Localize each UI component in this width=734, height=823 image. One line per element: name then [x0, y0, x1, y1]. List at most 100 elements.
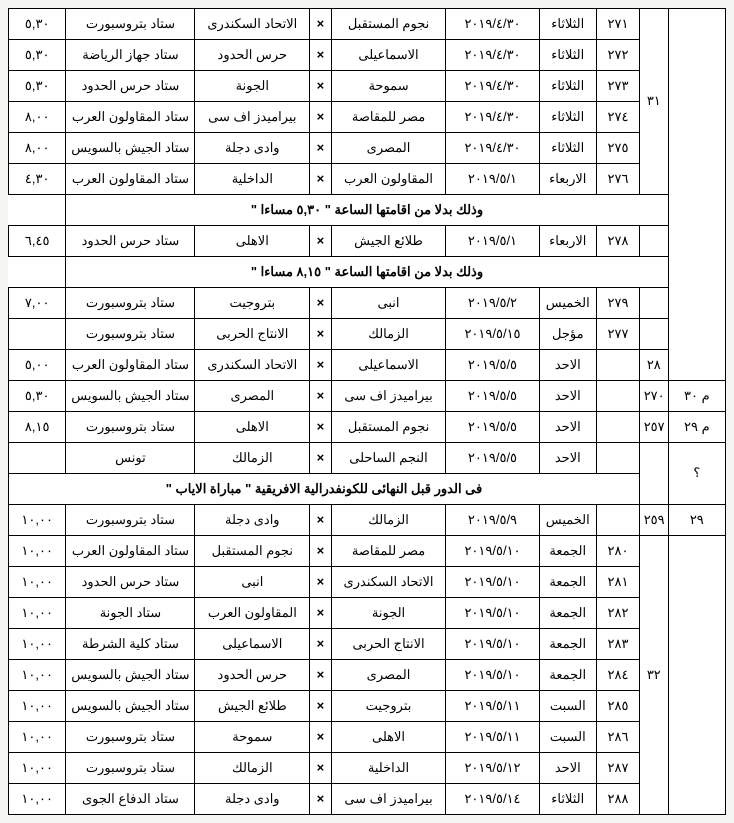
team-home: المصرى — [331, 660, 446, 691]
team-away: الاسماعيلى — [195, 629, 310, 660]
extra-cell — [668, 536, 725, 815]
match-number: ٢٧٢ — [596, 40, 639, 71]
vs-separator: × — [310, 226, 332, 257]
day-cell: الجمعة — [539, 598, 596, 629]
vs-separator: × — [310, 660, 332, 691]
stadium-cell: ستاد بتروسبورت — [66, 753, 195, 784]
table-row: ٢٧٢الثلاثاء٢٠١٩/٤/٣٠الاسماعيلى×حرس الحدو… — [9, 40, 726, 71]
team-home: بيراميدز اف سى — [331, 784, 446, 815]
team-away: حرس الحدود — [195, 660, 310, 691]
date-cell: ٢٠١٩/٥/١٥ — [446, 319, 539, 350]
date-cell: ٢٠١٩/٥/١١ — [446, 722, 539, 753]
date-cell: ٢٠١٩/٥/٩ — [446, 505, 539, 536]
time-cell: ٨,٠٠ — [9, 133, 66, 164]
stadium-cell: ستاد بتروسبورت — [66, 9, 195, 40]
day-cell: الخميس — [539, 288, 596, 319]
day-cell: الاحد — [539, 443, 596, 474]
time-cell — [9, 319, 66, 350]
week-cell: ٢٥٧ — [639, 412, 668, 443]
note-cell: وذلك بدلا من اقامتها الساعة " ٥,٣٠ مساءا… — [66, 195, 668, 226]
vs-separator: × — [310, 505, 332, 536]
day-cell: الثلاثاء — [539, 784, 596, 815]
time-cell: ١٠,٠٠ — [9, 722, 66, 753]
day-cell: الاحد — [539, 381, 596, 412]
time-cell: ١٠,٠٠ — [9, 536, 66, 567]
table-row: ٣٢٢٨٠الجمعة٢٠١٩/٥/١٠مصر للمقاصة×نجوم الم… — [9, 536, 726, 567]
match-number: ٢٧٩ — [596, 288, 639, 319]
time-cell: ١٠,٠٠ — [9, 784, 66, 815]
stadium-cell: ستاد بتروسبورت — [66, 412, 195, 443]
vs-separator: × — [310, 629, 332, 660]
table-row: م ٣٠٢٧٠الاحد٢٠١٩/٥/٥بيراميدز اف سى×المصر… — [9, 381, 726, 412]
table-row: ٢٧٨الاربعاء٢٠١٩/٥/١طلائع الجيش×الاهلىستا… — [9, 226, 726, 257]
time-cell: ٥,٣٠ — [9, 381, 66, 412]
day-cell: الاحد — [539, 753, 596, 784]
team-home: الجونة — [331, 598, 446, 629]
week-cell: ٢٥٩ — [639, 505, 668, 536]
table-row: ٢٨٢الجمعة٢٠١٩/٥/١٠الجونة×المقاولون العرب… — [9, 598, 726, 629]
vs-separator: × — [310, 71, 332, 102]
match-number — [596, 350, 639, 381]
match-number: ٢٨٣ — [596, 629, 639, 660]
date-cell: ٢٠١٩/٥/٥ — [446, 412, 539, 443]
match-number: ٢٧٤ — [596, 102, 639, 133]
table-row: فى الدور قبل النهائى للكونفدرالية الافري… — [9, 474, 726, 505]
table-row: وذلك بدلا من اقامتها الساعة " ٨,١٥ مساءا… — [9, 257, 726, 288]
date-cell: ٢٠١٩/٥/١٢ — [446, 753, 539, 784]
extra-cell: م ٢٩ — [668, 412, 725, 443]
match-number: ٢٨٥ — [596, 691, 639, 722]
team-away: الاهلى — [195, 226, 310, 257]
team-away: طلائع الجيش — [195, 691, 310, 722]
vs-separator: × — [310, 288, 332, 319]
time-cell: ١٠,٠٠ — [9, 505, 66, 536]
vs-separator: × — [310, 319, 332, 350]
note-cell: فى الدور قبل النهائى للكونفدرالية الافري… — [9, 474, 640, 505]
table-row: م ٢٩٢٥٧الاحد٢٠١٩/٥/٥نجوم المستقبل×الاهلى… — [9, 412, 726, 443]
date-cell: ٢٠١٩/٤/٣٠ — [446, 102, 539, 133]
date-cell: ٢٠١٩/٥/١ — [446, 164, 539, 195]
match-number: ٢٨٢ — [596, 598, 639, 629]
table-row: ٢٧٧مؤجل٢٠١٩/٥/١٥الزمالك×الانتاج الحربىست… — [9, 319, 726, 350]
table-row: ٢٨٦السبت٢٠١٩/٥/١١الاهلى×سموحةستاد بتروسب… — [9, 722, 726, 753]
table-row: ٢٨٧الاحد٢٠١٩/٥/١٢الداخلية×الزمالكستاد بت… — [9, 753, 726, 784]
table-row: ٢٧٤الثلاثاء٢٠١٩/٤/٣٠مصر للمقاصة×بيراميدز… — [9, 102, 726, 133]
date-cell: ٢٠١٩/٥/١٤ — [446, 784, 539, 815]
team-away: الزمالك — [195, 753, 310, 784]
note-cell: وذلك بدلا من اقامتها الساعة " ٨,١٥ مساءا… — [66, 257, 668, 288]
date-cell: ٢٠١٩/٤/٣٠ — [446, 40, 539, 71]
stadium-cell: ستاد بتروسبورت — [66, 319, 195, 350]
table-row: ٢٨٤الجمعة٢٠١٩/٥/١٠المصرى×حرس الحدودستاد … — [9, 660, 726, 691]
match-number: ٢٧٥ — [596, 133, 639, 164]
vs-separator: × — [310, 381, 332, 412]
stadium-cell: ستاد الدفاع الجوى — [66, 784, 195, 815]
team-away: وادى دجلة — [195, 505, 310, 536]
team-away: وادى دجلة — [195, 133, 310, 164]
stadium-cell: ستاد المقاولون العرب — [66, 536, 195, 567]
vs-separator: × — [310, 350, 332, 381]
table-row: ٢٨١الجمعة٢٠١٩/٥/١٠الاتحاد السكندرى×انبىس… — [9, 567, 726, 598]
match-number — [596, 412, 639, 443]
vs-separator: × — [310, 9, 332, 40]
day-cell: الخميس — [539, 505, 596, 536]
team-home: سموحة — [331, 71, 446, 102]
week-cell — [639, 288, 668, 319]
week-cell: ٢٧٠ — [639, 381, 668, 412]
stadium-cell: ستاد حرس الحدود — [66, 567, 195, 598]
day-cell: الثلاثاء — [539, 9, 596, 40]
stadium-cell: ستاد المقاولون العرب — [66, 164, 195, 195]
team-home: الاهلى — [331, 722, 446, 753]
time-cell: ٧,٠٠ — [9, 288, 66, 319]
date-cell: ٢٠١٩/٥/١١ — [446, 691, 539, 722]
team-away: وادى دجلة — [195, 784, 310, 815]
date-cell: ٢٠١٩/٥/٥ — [446, 350, 539, 381]
week-cell: ٢٨ — [639, 350, 668, 381]
team-away: المقاولون العرب — [195, 598, 310, 629]
day-cell: الاحد — [539, 350, 596, 381]
vs-separator: × — [310, 784, 332, 815]
table-row: ٢٨٥السبت٢٠١٩/٥/١١بتروجيت×طلائع الجيشستاد… — [9, 691, 726, 722]
day-cell: مؤجل — [539, 319, 596, 350]
vs-separator: × — [310, 412, 332, 443]
match-number: ٢٨٦ — [596, 722, 639, 753]
stadium-cell: ستاد الجيش بالسويس — [66, 381, 195, 412]
table-row: ٢٩٢٥٩الخميس٢٠١٩/٥/٩الزمالك×وادى دجلةستاد… — [9, 505, 726, 536]
